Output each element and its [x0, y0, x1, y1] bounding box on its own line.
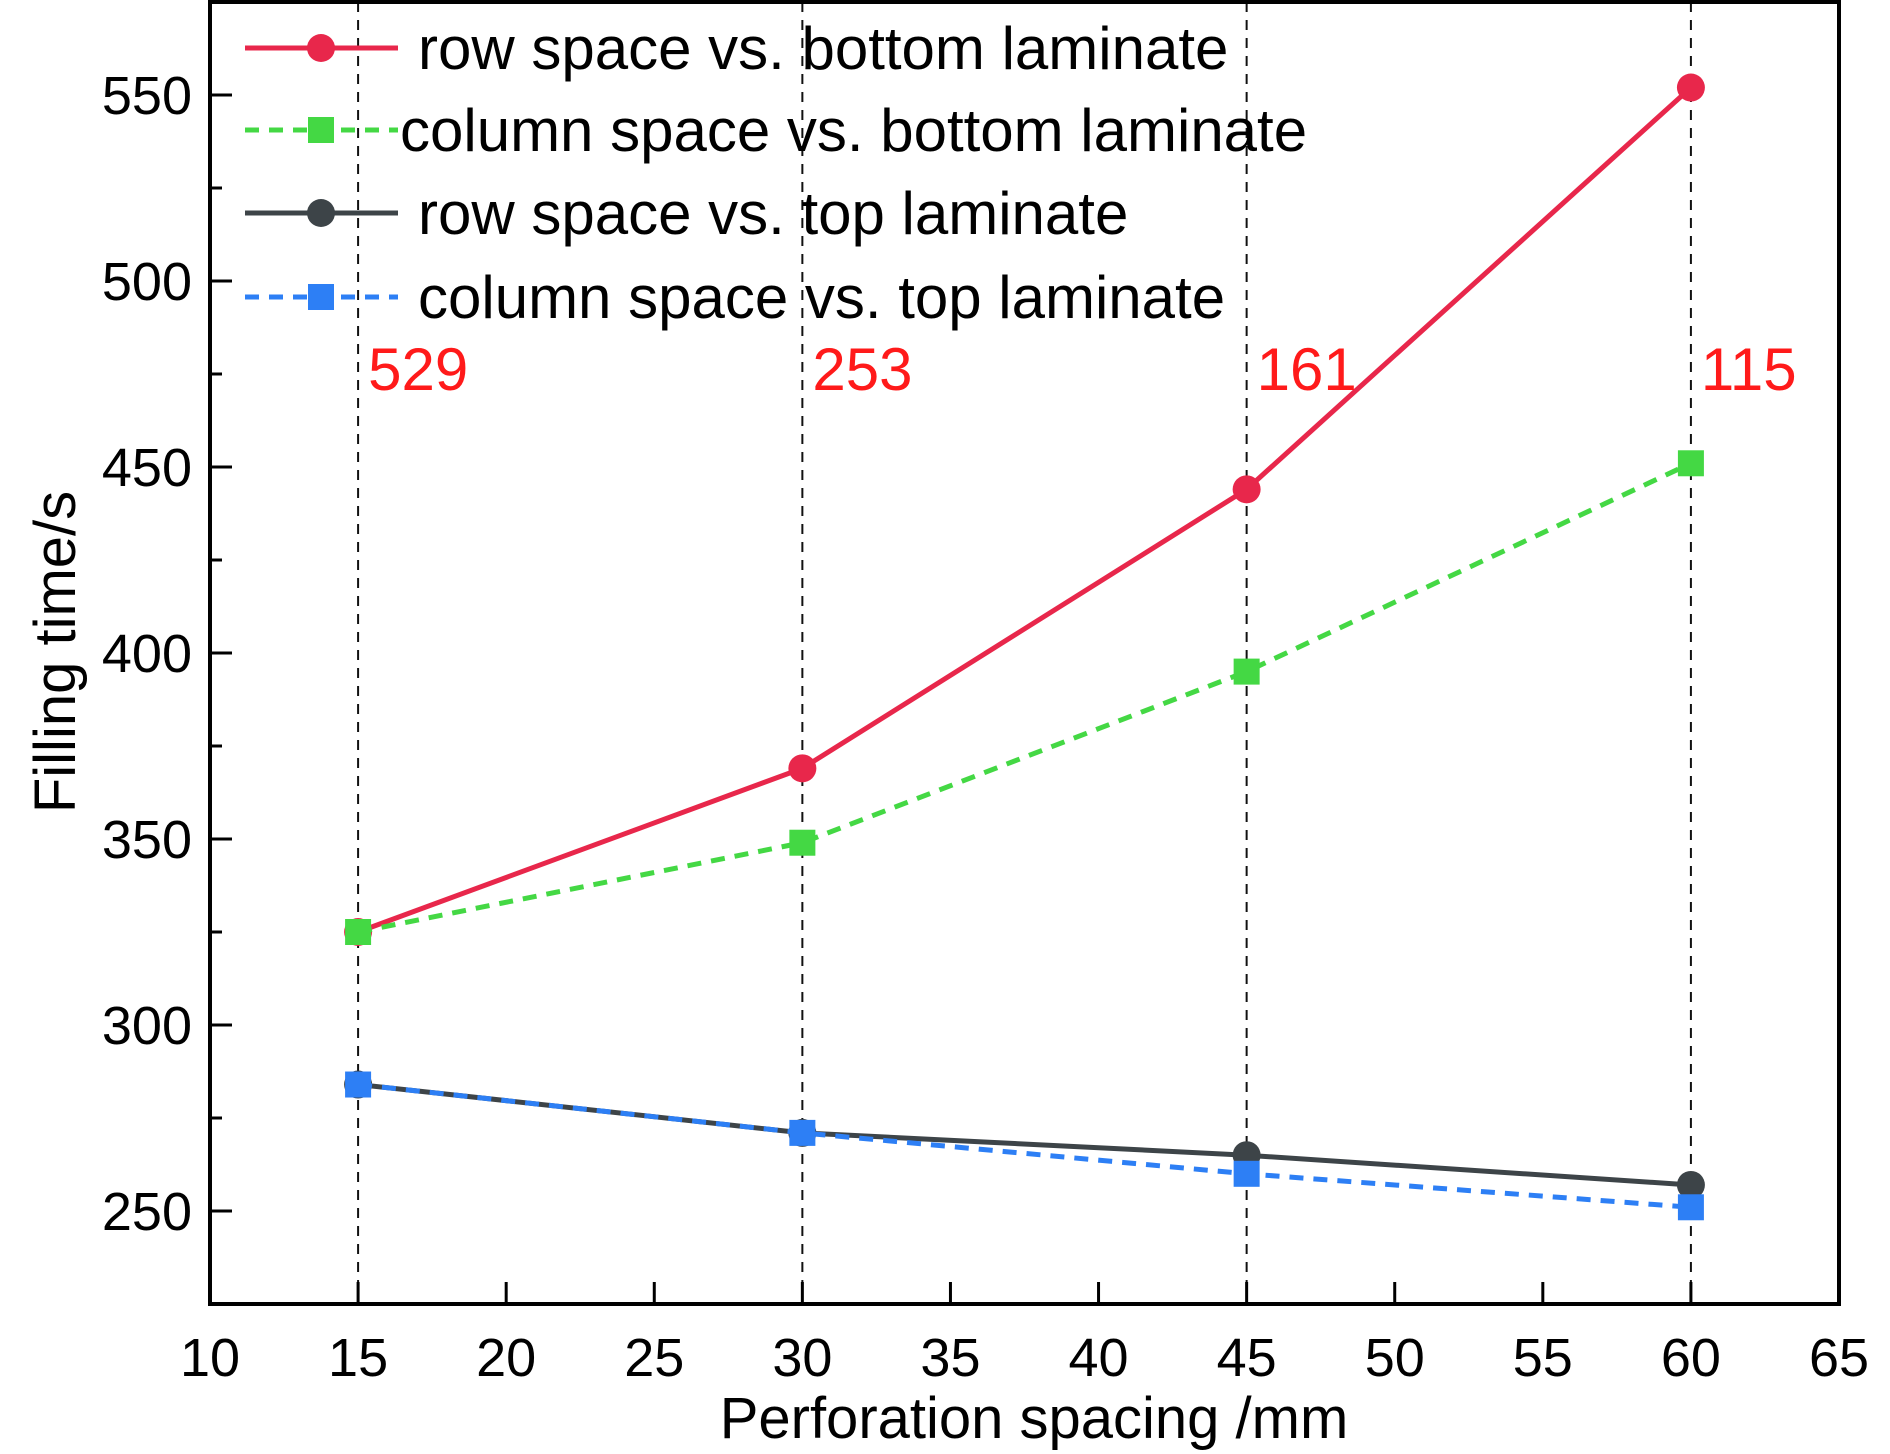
legend: row space vs. bottom laminate column spac…	[245, 15, 1307, 331]
legend-label: column space vs. bottom laminate	[400, 97, 1307, 164]
data-point	[345, 1071, 372, 1098]
x-tick-label: 40	[1069, 1328, 1129, 1388]
annotation-label: 115	[1701, 336, 1797, 403]
x-tick-label: 15	[328, 1328, 388, 1388]
y-tick-label: 400	[102, 624, 192, 684]
series-group	[344, 73, 1705, 1221]
series-line	[357, 1082, 1692, 1188]
x-axis-label: Perforation spacing /mm	[720, 1386, 1349, 1451]
y-tick-label: 550	[102, 66, 192, 126]
data-point	[1677, 450, 1704, 477]
legend-marker	[307, 199, 335, 227]
x-tick-label: 20	[476, 1328, 536, 1388]
x-tick-label: 25	[624, 1328, 684, 1388]
y-axis-label: Filling time/s	[23, 491, 88, 813]
data-point	[345, 919, 372, 945]
axes: 10 15 20 25 30 35 40 45 50 55 60 65 250 300 350 400 450 5…	[102, 0, 1869, 1388]
annotations: 529 253 161 115	[368, 336, 1796, 403]
data-point	[789, 829, 816, 856]
annotation-label: 253	[812, 336, 912, 403]
x-tick-label: 30	[772, 1328, 832, 1388]
data-point	[789, 1119, 816, 1146]
data-point	[1233, 658, 1260, 685]
data-point	[1676, 73, 1705, 102]
y-tick-label: 350	[102, 810, 192, 870]
legend-marker	[307, 34, 335, 62]
legend-label: row space vs. top laminate	[418, 180, 1128, 247]
x-tick-label: 65	[1809, 1328, 1869, 1388]
y-tick-label: 450	[102, 438, 192, 498]
series-line	[357, 85, 1693, 935]
y-tick-label: 250	[102, 1182, 192, 1242]
annotation-label: 529	[368, 336, 468, 403]
x-tick-label: 45	[1217, 1328, 1277, 1388]
legend-label: row space vs. bottom laminate	[418, 15, 1228, 82]
x-tick-label: 60	[1661, 1328, 1721, 1388]
data-point	[788, 754, 817, 783]
legend-marker	[308, 284, 334, 310]
y-tick-label: 500	[102, 252, 192, 312]
x-tick-label: 10	[180, 1328, 240, 1388]
series-line	[357, 1082, 1692, 1210]
series-line	[357, 461, 1692, 935]
legend-marker	[308, 117, 334, 143]
legend-label: column space vs. top laminate	[418, 264, 1225, 331]
annotation-label: 161	[1257, 336, 1357, 403]
data-point	[1232, 475, 1261, 504]
x-tick-label: 35	[920, 1328, 980, 1388]
data-point	[1676, 1170, 1705, 1199]
x-tick-label: 50	[1365, 1328, 1425, 1388]
x-tick-label: 55	[1513, 1328, 1573, 1388]
data-point	[1233, 1160, 1260, 1187]
data-point	[1677, 1194, 1704, 1221]
y-tick-label: 300	[102, 996, 192, 1056]
